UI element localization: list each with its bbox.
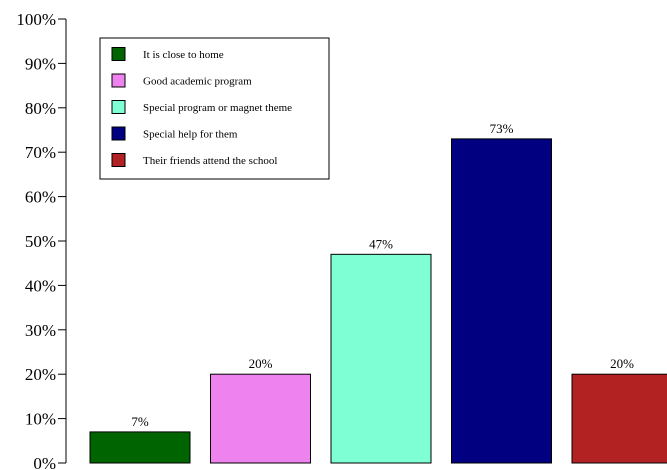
y-tick-label: 70% bbox=[25, 143, 56, 162]
y-tick-label: 60% bbox=[25, 188, 56, 207]
bars: 7% 20% 47% 73% 20% bbox=[89, 121, 667, 464]
y-tick-label: 90% bbox=[25, 54, 56, 73]
legend-entry: It is close to home bbox=[143, 49, 224, 61]
data-label: 7% bbox=[131, 414, 149, 429]
bar-5 bbox=[571, 373, 667, 464]
y-tick-label: 30% bbox=[25, 321, 56, 340]
data-label: 47% bbox=[369, 236, 393, 251]
legend-entry: Their friends attend the school bbox=[143, 155, 277, 167]
legend: It is close to home Good academic program… bbox=[99, 37, 330, 180]
legend-swatch bbox=[111, 73, 126, 88]
y-axis: 0% 10% 20% 30% 40% 50% 60% 70% 80% 90% 100% bbox=[16, 10, 67, 470]
data-label: 20% bbox=[610, 356, 634, 371]
data-label: 73% bbox=[490, 121, 514, 136]
y-tick-label: 0% bbox=[33, 454, 56, 470]
legend-swatch bbox=[111, 126, 126, 141]
legend-box bbox=[99, 37, 330, 180]
legend-swatch bbox=[111, 47, 126, 61]
data-label: 20% bbox=[249, 356, 273, 371]
y-tick-label: 100% bbox=[16, 10, 56, 29]
bar-3 bbox=[330, 253, 432, 464]
legend-swatch bbox=[111, 100, 126, 114]
y-tick-label: 80% bbox=[25, 99, 56, 118]
bar-1 bbox=[89, 431, 191, 464]
legend-entry: Special program or magnet theme bbox=[143, 102, 292, 114]
y-tick-label: 20% bbox=[25, 365, 56, 384]
y-tick-label: 40% bbox=[25, 276, 56, 295]
legend-entry: Good academic program bbox=[143, 76, 252, 88]
legend-swatch bbox=[111, 153, 126, 167]
y-tick-label: 10% bbox=[25, 410, 56, 429]
bar-2 bbox=[210, 373, 311, 464]
bar-4 bbox=[451, 138, 552, 464]
legend-entry: Special help for them bbox=[143, 129, 238, 141]
y-tick-label: 50% bbox=[25, 232, 56, 251]
